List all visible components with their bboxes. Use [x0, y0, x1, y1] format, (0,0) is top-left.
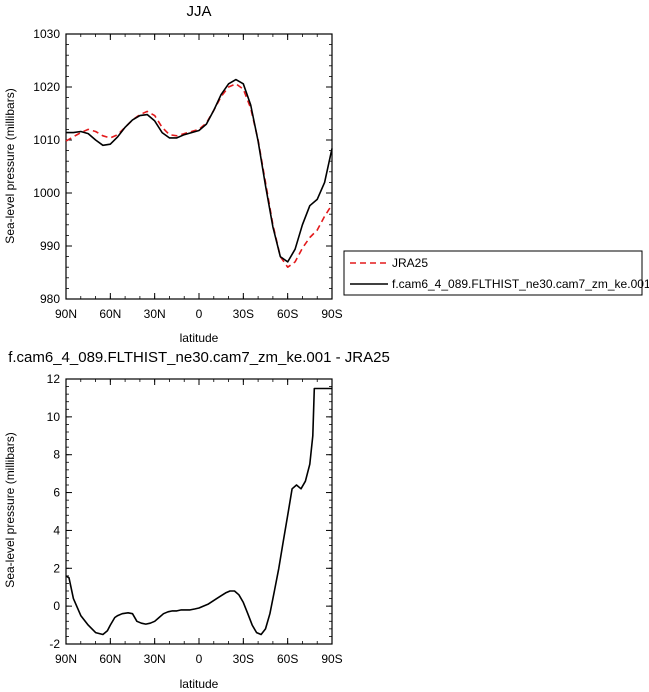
x-tick-label: 60S — [277, 307, 298, 321]
y-tick-label: 1000 — [33, 186, 60, 200]
y-axis-label: Sea-level pressure (millibars) — [3, 88, 17, 243]
y-tick-label: 10 — [47, 410, 61, 424]
x-tick-label: 90N — [55, 307, 77, 321]
y-tick-label: 8 — [53, 448, 60, 462]
y-tick-label: 4 — [53, 523, 60, 537]
y-tick-label: 1020 — [33, 80, 60, 94]
legend-box — [343, 250, 643, 296]
jja-chart: JJA Sea-level pressure (millibars) latit… — [3, 3, 343, 345]
series-line-1 — [66, 78, 333, 263]
y-tick-label: 6 — [53, 486, 60, 500]
y-tick-label: 1030 — [33, 27, 60, 41]
legend-label-jra25: JRA25 — [392, 256, 428, 270]
plot-frame — [65, 378, 333, 645]
x-tick-label: 60S — [277, 652, 298, 666]
x-axis-label: latitude — [180, 331, 219, 345]
series-line-0 — [65, 387, 332, 636]
x-tick-label: 90S — [321, 652, 342, 666]
x-axis-label: latitude — [180, 677, 219, 691]
x-tick-label: 90S — [321, 307, 342, 321]
legend: JRA25 f.cam6_4_089.FLTHIST_ne30.cam7_zm_… — [343, 250, 649, 296]
legend-label-model: f.cam6_4_089.FLTHIST_ne30.cam7_zm_ke.001 — [392, 277, 649, 291]
y-tick-label: 12 — [47, 372, 61, 386]
x-tick-label: 30S — [233, 652, 254, 666]
x-tick-label: 60N — [99, 307, 121, 321]
x-tick-label: 60N — [99, 652, 121, 666]
chart-title: f.cam6_4_089.FLTHIST_ne30.cam7_zm_ke.001… — [8, 349, 390, 366]
plot-frame — [65, 33, 333, 300]
x-tick-label: 30S — [233, 307, 254, 321]
y-tick-label: 980 — [40, 292, 60, 306]
y-axis-label: Sea-level pressure (millibars) — [3, 432, 17, 587]
chart-title: JJA — [186, 3, 211, 20]
x-tick-label: 30N — [144, 307, 166, 321]
x-tick-label: 0 — [196, 307, 203, 321]
plot-area: 90N 60N 30N 0 30S 60S 90S -2 0 2 4 6 8 10 12 — [47, 372, 343, 666]
y-tick-label: -2 — [49, 637, 60, 651]
y-tick-label: 0 — [53, 599, 60, 613]
series-line-0 — [65, 83, 333, 268]
x-tick-label: 0 — [196, 652, 203, 666]
difference-chart: f.cam6_4_089.FLTHIST_ne30.cam7_zm_ke.001… — [3, 349, 390, 691]
y-tick-label: 990 — [40, 239, 60, 253]
y-tick-label: 2 — [53, 561, 60, 575]
plot-area: 90N 60N 30N 0 30S 60S 90S 980 990 1000 1010 1020 103… — [33, 27, 342, 321]
x-tick-label: 30N — [144, 652, 166, 666]
x-tick-label: 90N — [55, 652, 77, 666]
y-tick-label: 1010 — [33, 133, 60, 147]
